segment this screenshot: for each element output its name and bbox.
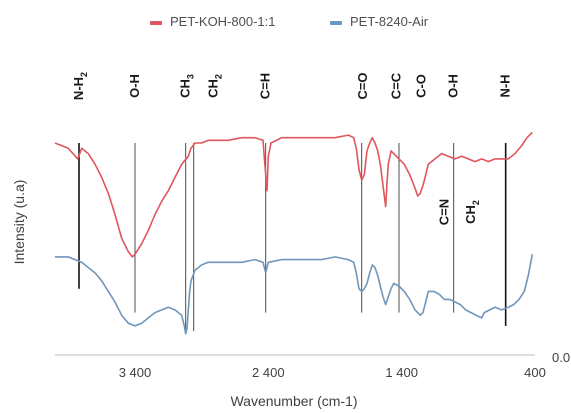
series-layer — [54, 131, 534, 335]
x-tick-labels: 3 400 2 400 1 400 400 — [119, 365, 546, 380]
band-label-c-c-6: C=C — [388, 72, 403, 99]
band-label-c-o-5: C=O — [355, 72, 370, 99]
band-label-ch2-11: CH2 — [463, 200, 481, 224]
band-label-o-h-1: O-H — [127, 74, 142, 98]
band-label-c-h-4: C=H — [258, 73, 273, 99]
legend-item-pet-air: PET-8240-Air — [330, 14, 428, 29]
band-label-o-h-8: O-H — [446, 74, 461, 98]
band-labels: N-H2 O-H CH3 CH2 C=H C=O C=C C-O O-H N-H C=N CH2 — [71, 72, 513, 225]
band-label-ch3-2: CH3 — [178, 74, 196, 98]
band-label-ch2-3: CH2 — [206, 74, 224, 98]
series-line-pet-koh-800-1-1 — [54, 131, 533, 258]
legend-label-pet-koh: PET-KOH-800-1:1 — [170, 14, 276, 29]
x-tick-label-3: 400 — [524, 365, 546, 380]
band-label-n-h-9: N-H — [498, 74, 513, 97]
legend-label-pet-air: PET-8240-Air — [350, 14, 429, 29]
y-axis-title: Intensity (u.a) — [11, 180, 27, 265]
legend-swatch-pet-koh — [150, 20, 162, 25]
x-tick-label-2: 1 400 — [385, 365, 418, 380]
series-line-pet-8240-air — [55, 254, 534, 335]
legend-swatch-pet-air — [330, 20, 342, 25]
band-lines — [78, 143, 507, 334]
band-label-c-o-7: C-O — [414, 74, 429, 98]
chart-legend: PET-KOH-800-1:1 PET-8240-Air — [0, 14, 571, 34]
band-label-n-h2-0: N-H2 — [71, 72, 89, 100]
x-axis-title: Wavenumber (cm-1) — [230, 393, 357, 409]
legend-item-pet-koh: PET-KOH-800-1:1 — [150, 14, 276, 29]
band-label-c-n-10: C=N — [436, 199, 451, 225]
y-tick-label-zero: 0.0 — [552, 350, 570, 365]
x-tick-label-1: 2 400 — [252, 365, 285, 380]
x-tick-label-0: 3 400 — [119, 365, 152, 380]
